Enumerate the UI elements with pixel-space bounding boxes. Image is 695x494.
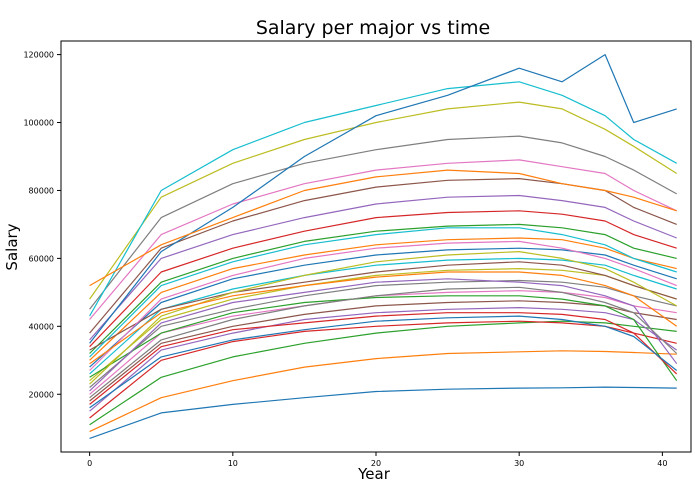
- series-line: [89, 223, 677, 354]
- y-tick-label: 20000: [29, 390, 54, 399]
- x-tick-label: 40: [657, 459, 667, 468]
- x-axis-label: Year: [357, 465, 391, 483]
- series-group: [89, 53, 678, 439]
- series-line: [89, 320, 677, 419]
- series-line: [89, 307, 678, 412]
- series-line: [89, 247, 677, 368]
- series-line: [89, 101, 678, 300]
- chart-title: Salary per major vs time: [256, 17, 490, 39]
- y-tick-label: 80000: [29, 186, 54, 195]
- series-line: [89, 290, 677, 395]
- x-tick-label: 10: [228, 459, 238, 468]
- series-line: [89, 135, 677, 310]
- series-line: [89, 251, 677, 385]
- series-line: [89, 261, 677, 351]
- series-line: [89, 194, 677, 341]
- series-line: [89, 312, 678, 405]
- series-line: [89, 315, 678, 409]
- x-tick-label: 20: [371, 459, 381, 468]
- series-line: [89, 279, 677, 388]
- series-line: [89, 210, 677, 348]
- series-line: [89, 240, 677, 371]
- series-line: [89, 178, 677, 334]
- series-line: [89, 237, 677, 361]
- series-line: [89, 53, 677, 344]
- series-line: [89, 271, 678, 365]
- y-tick-label: 60000: [29, 254, 54, 263]
- series-line: [89, 386, 677, 439]
- y-tick-label: 120000: [23, 51, 54, 60]
- series-line: [89, 81, 677, 317]
- series-line: [89, 169, 677, 287]
- x-tick-label: 30: [514, 459, 524, 468]
- series-line: [89, 320, 677, 426]
- y-tick-label: 100000: [23, 119, 54, 128]
- series-line: [89, 300, 677, 402]
- series-line: [89, 278, 678, 392]
- series-line: [89, 286, 678, 399]
- series-line: [89, 159, 677, 320]
- x-tick-label: 0: [87, 459, 92, 468]
- series-line: [89, 350, 677, 433]
- y-axis: 20000 40000 60000 80000 100000 120000: [23, 51, 61, 399]
- series-line: [89, 295, 678, 382]
- series-line: [89, 227, 677, 358]
- y-axis-label: Salary: [3, 223, 21, 270]
- y-tick-label: 40000: [29, 322, 54, 331]
- x-axis: 0 10 20 30 40: [87, 452, 667, 468]
- series-line: [89, 257, 677, 375]
